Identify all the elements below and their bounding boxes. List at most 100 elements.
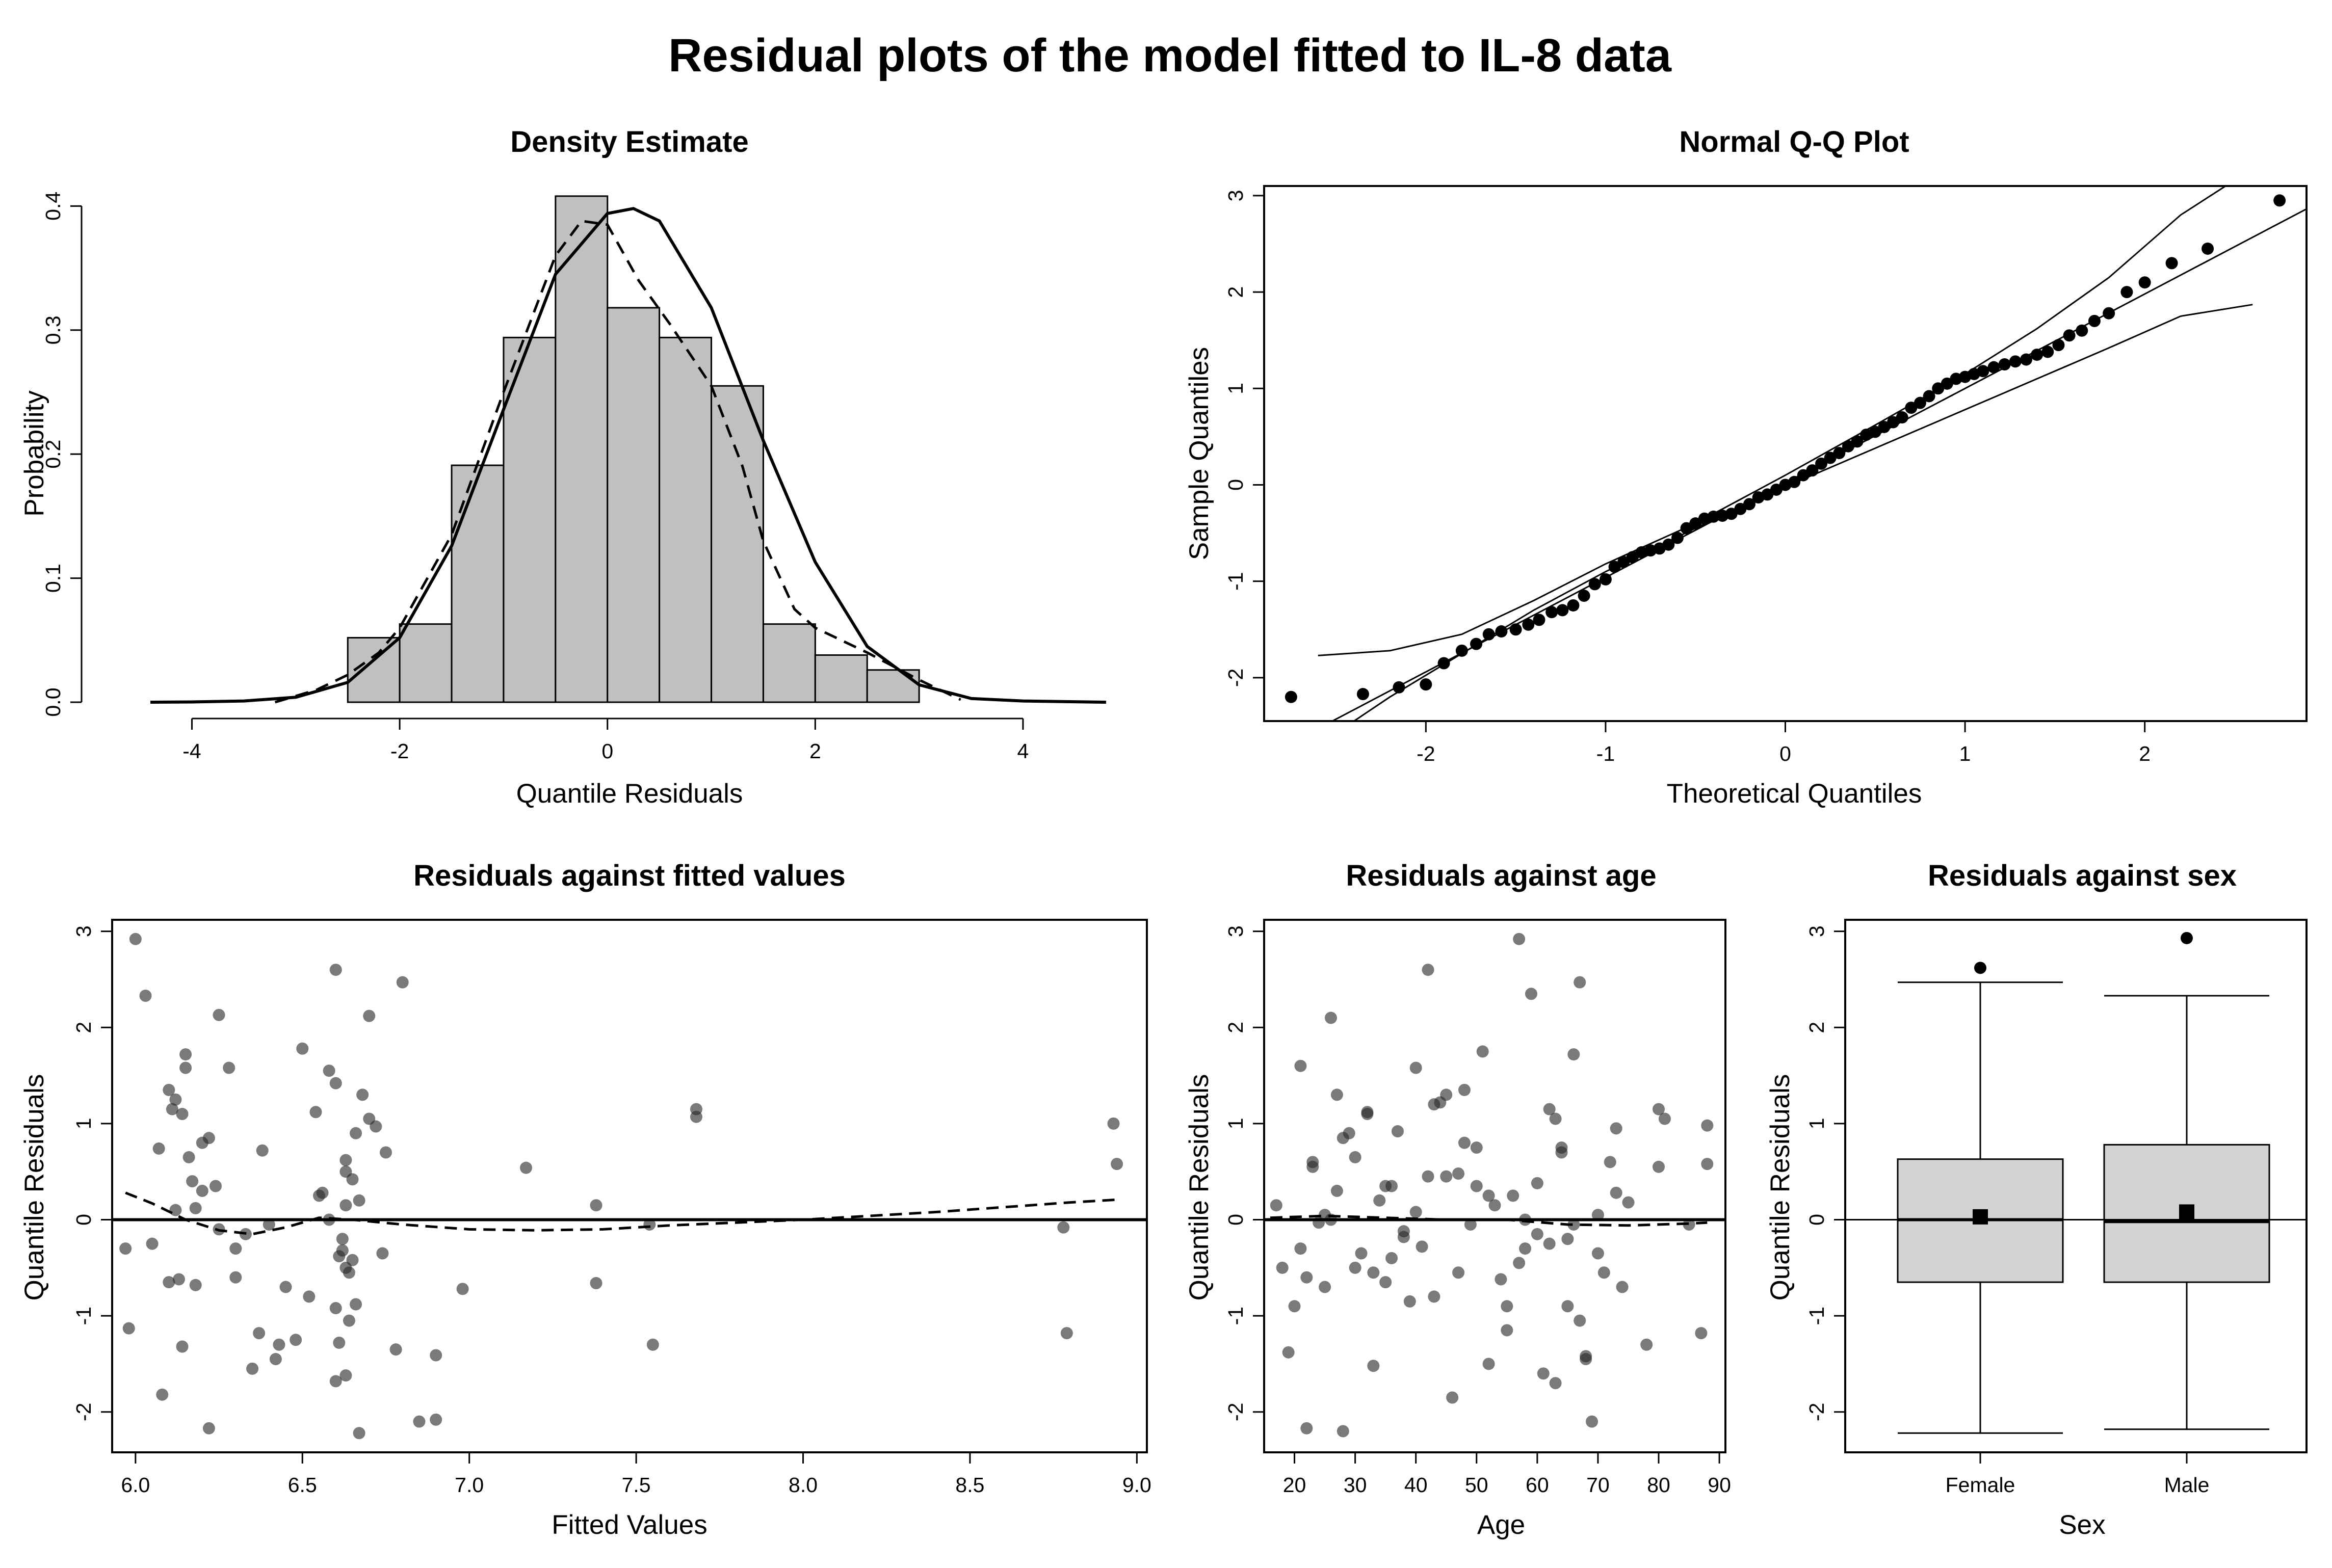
qq-point <box>1420 678 1432 691</box>
age-point <box>1591 1209 1604 1221</box>
qq-point <box>1437 657 1450 670</box>
age-point <box>1379 1180 1392 1192</box>
qq-frame <box>1263 185 2308 722</box>
fitted-point <box>256 1144 269 1157</box>
fitted-point <box>339 1154 352 1166</box>
age-point <box>1428 1098 1440 1111</box>
age-point <box>1683 1218 1695 1231</box>
fitted-point <box>333 1336 346 1349</box>
qq-point <box>1932 382 1945 395</box>
fitted-point <box>209 1180 222 1192</box>
age-x-tick-label: 20 <box>1283 1473 1306 1497</box>
qq-point <box>2020 353 2032 366</box>
fitted-point <box>303 1290 316 1303</box>
age-point <box>1409 1206 1422 1218</box>
fitted-point <box>223 1061 235 1074</box>
sex-y-tick-label: -2 <box>1805 1403 1828 1421</box>
density-bar <box>555 195 609 703</box>
sex-ylabel: Quantile Residuals <box>1765 1074 1795 1301</box>
fitted-point <box>396 976 409 989</box>
age-point <box>1543 1237 1556 1250</box>
age-point <box>1452 1167 1465 1180</box>
fitted-point <box>350 1127 362 1139</box>
sex-x-tick-label: Male <box>2164 1473 2210 1497</box>
sex-xlabel: Sex <box>2059 1510 2105 1540</box>
qq-x-tick-label: 2 <box>2139 742 2151 765</box>
age-title: Residuals against age <box>1346 859 1656 892</box>
age-point <box>1501 1300 1513 1313</box>
fitted-point <box>309 1106 322 1119</box>
density-x-tick-label: -4 <box>182 739 201 763</box>
density-y-tick-label: 0.3 <box>41 315 65 344</box>
age-point <box>1519 1242 1532 1255</box>
qq-point <box>1680 522 1693 535</box>
age-point <box>1543 1103 1556 1115</box>
age-smooth-line <box>1270 1214 1708 1227</box>
density-y-tick-label: 0.0 <box>41 688 65 717</box>
qq-point <box>1869 426 1881 438</box>
fitted-x-tick-label: 7.5 <box>622 1473 651 1497</box>
fitted-point <box>333 1250 346 1263</box>
fitted-point <box>146 1237 159 1250</box>
qq-plot-inner <box>1285 186 2307 721</box>
age-point <box>1604 1156 1616 1168</box>
density-plot-area: -4 -2 0 2 4 0.0 0.1 0.2 0.3 0.4 <box>41 192 1107 763</box>
age-point <box>1391 1125 1404 1137</box>
age-point <box>1409 1061 1422 1074</box>
qq-point <box>2063 329 2076 342</box>
fitted-point <box>169 1093 182 1106</box>
fitted-point <box>290 1334 302 1346</box>
age-point <box>1580 1350 1592 1363</box>
age-point <box>1501 1324 1513 1337</box>
fitted-frame <box>111 919 1148 1453</box>
age-point <box>1319 1281 1331 1293</box>
fitted-y-tick-label: 1 <box>72 1118 95 1129</box>
qq-point <box>1896 411 1908 424</box>
age-point <box>1373 1194 1386 1207</box>
age-point <box>1482 1189 1495 1202</box>
fitted-point <box>646 1338 659 1351</box>
fitted-point <box>353 1194 365 1207</box>
density-bar <box>451 464 505 703</box>
age-point <box>1397 1231 1410 1243</box>
qq-point <box>1788 475 1801 488</box>
age-point <box>1549 1112 1562 1125</box>
fitted-point <box>379 1146 392 1159</box>
age-x-tick-label: 50 <box>1465 1473 1488 1497</box>
fitted-x-tick-label: 8.5 <box>955 1473 984 1497</box>
age-y-tick-label: -1 <box>1224 1307 1247 1325</box>
qq-point <box>2052 339 2065 352</box>
fitted-point <box>1107 1117 1120 1130</box>
qq-point <box>1522 618 1535 631</box>
fitted-point <box>179 1061 192 1074</box>
density-bar <box>659 336 713 703</box>
fitted-point <box>196 1184 208 1197</box>
fitted-x-tick-label: 6.5 <box>288 1473 317 1497</box>
qq-point <box>2031 349 2043 361</box>
density-bar <box>399 623 453 703</box>
qq-point <box>1545 606 1558 619</box>
age-point <box>1597 1266 1610 1279</box>
fitted-point <box>1111 1158 1123 1171</box>
age-point <box>1294 1242 1307 1255</box>
fitted-point <box>350 1298 362 1311</box>
qq-y-tick-label: 1 <box>1224 383 1247 394</box>
qq-point <box>2202 242 2214 255</box>
qq-point <box>2273 194 2286 207</box>
normal-density-line <box>150 207 1107 704</box>
age-point <box>1591 1247 1604 1260</box>
fitted-point <box>122 1322 135 1335</box>
age-point <box>1458 1136 1471 1149</box>
fitted-point <box>339 1261 352 1274</box>
fitted-point <box>590 1277 602 1290</box>
qq-point <box>1356 688 1369 701</box>
qq-panel: Normal Q-Q Plot -2 -1 0 1 2 -2 -1 0 1 2 3 Theoreti… <box>1184 125 2308 809</box>
age-point <box>1586 1415 1599 1428</box>
age-point <box>1337 1132 1349 1145</box>
fitted-point <box>186 1175 199 1188</box>
qq-point <box>1824 451 1837 464</box>
fitted-point <box>1057 1221 1070 1234</box>
qq-x-tick-label: 1 <box>1959 742 1971 765</box>
qq-point <box>2120 286 2133 299</box>
fitted-x-tick-label: 8.0 <box>789 1473 818 1497</box>
